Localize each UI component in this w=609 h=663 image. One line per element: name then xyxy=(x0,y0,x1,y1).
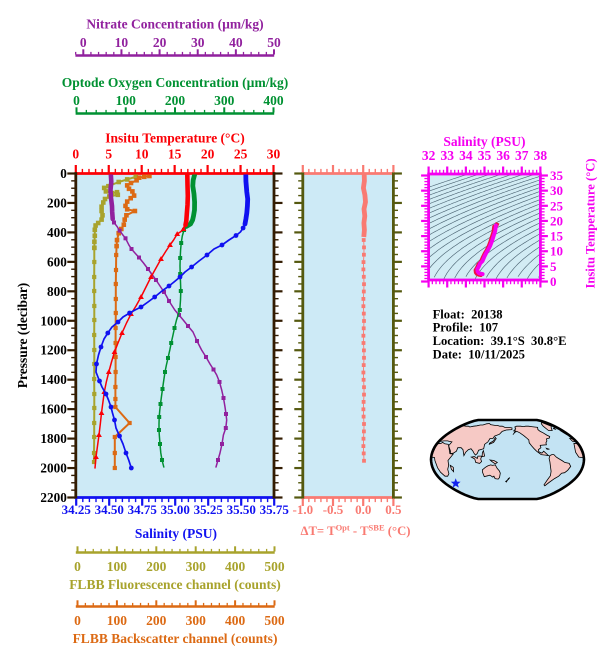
svg-text:25: 25 xyxy=(550,198,564,213)
svg-text:600: 600 xyxy=(47,254,67,269)
svg-text:0: 0 xyxy=(74,613,81,628)
svg-text:400: 400 xyxy=(47,225,67,240)
svg-text:10: 10 xyxy=(135,147,149,162)
svg-text:100: 100 xyxy=(107,559,128,574)
svg-text:Location: 39.1°S 30.8°E: Location: 39.1°S 30.8°E xyxy=(433,334,567,348)
svg-text:400: 400 xyxy=(225,613,246,628)
svg-text:400: 400 xyxy=(225,559,246,574)
svg-text:1400: 1400 xyxy=(40,372,67,387)
svg-text:FLBB Backscatter channel (coun: FLBB Backscatter channel (counts) xyxy=(73,631,278,646)
svg-text:30: 30 xyxy=(267,147,281,162)
svg-text:0: 0 xyxy=(80,35,87,50)
svg-text:35.00: 35.00 xyxy=(161,502,190,517)
svg-text:34: 34 xyxy=(459,148,473,163)
svg-text:FLBB Fluorescence channel (cou: FLBB Fluorescence channel (counts) xyxy=(69,577,281,592)
svg-text:300: 300 xyxy=(214,93,235,108)
svg-text:35.50: 35.50 xyxy=(227,502,256,517)
svg-text:2200: 2200 xyxy=(40,490,67,505)
svg-text:35: 35 xyxy=(478,148,492,163)
svg-text:ΔT= TOpt - TSBE (°C): ΔT= TOpt - TSBE (°C) xyxy=(301,523,411,539)
svg-text:400: 400 xyxy=(263,93,284,108)
svg-text:0: 0 xyxy=(60,166,67,181)
svg-text:200: 200 xyxy=(146,613,167,628)
svg-text:20: 20 xyxy=(201,147,215,162)
svg-text:1800: 1800 xyxy=(40,431,67,446)
svg-text:0: 0 xyxy=(73,93,80,108)
svg-text:35.75: 35.75 xyxy=(260,502,290,517)
svg-text:36: 36 xyxy=(496,148,510,163)
svg-text:5: 5 xyxy=(105,147,112,162)
svg-text:-1.0: -1.0 xyxy=(293,502,314,517)
svg-text:100: 100 xyxy=(107,613,128,628)
svg-text:300: 300 xyxy=(186,613,207,628)
svg-text:50: 50 xyxy=(267,35,281,50)
svg-text:100: 100 xyxy=(116,93,137,108)
svg-text:Salinity (PSU): Salinity (PSU) xyxy=(443,134,525,149)
svg-text:0: 0 xyxy=(72,147,79,162)
svg-text:300: 300 xyxy=(186,559,207,574)
svg-text:Optode Oxygen Concentration (µ: Optode Oxygen Concentration (µm/kg) xyxy=(62,75,288,90)
svg-text:200: 200 xyxy=(165,93,186,108)
svg-text:-0.5: -0.5 xyxy=(323,502,344,517)
svg-text:30: 30 xyxy=(191,35,205,50)
svg-text:500: 500 xyxy=(264,613,285,628)
svg-text:0: 0 xyxy=(74,559,81,574)
svg-text:Nitrate Concentration (µm/kg): Nitrate Concentration (µm/kg) xyxy=(86,17,263,32)
svg-text:1200: 1200 xyxy=(40,343,67,358)
svg-text:Insitu Temperature (°C): Insitu Temperature (°C) xyxy=(105,131,244,146)
svg-text:30: 30 xyxy=(550,183,563,198)
svg-text:35.25: 35.25 xyxy=(194,502,224,517)
svg-text:200: 200 xyxy=(146,559,167,574)
svg-text:500: 500 xyxy=(264,559,285,574)
svg-text:Insitu Temperature (°C): Insitu Temperature (°C) xyxy=(584,158,598,288)
svg-text:25: 25 xyxy=(234,147,248,162)
svg-text:Salinity (PSU): Salinity (PSU) xyxy=(135,526,217,541)
svg-text:1600: 1600 xyxy=(40,402,67,417)
svg-text:Date: 10/11/2025: Date: 10/11/2025 xyxy=(433,347,525,361)
svg-text:20: 20 xyxy=(153,35,167,50)
svg-text:0: 0 xyxy=(550,274,557,289)
svg-text:38: 38 xyxy=(534,148,548,163)
svg-text:Profile: 107: Profile: 107 xyxy=(433,321,499,335)
svg-text:40: 40 xyxy=(229,35,243,50)
svg-text:10: 10 xyxy=(550,244,563,259)
svg-text:15: 15 xyxy=(168,147,182,162)
svg-text:Pressure (decibar): Pressure (decibar) xyxy=(15,283,30,389)
svg-text:0.0: 0.0 xyxy=(355,502,371,517)
svg-text:34.25: 34.25 xyxy=(62,502,92,517)
svg-text:1000: 1000 xyxy=(40,313,67,328)
svg-text:35: 35 xyxy=(550,168,564,183)
svg-text:34.75: 34.75 xyxy=(128,502,158,517)
svg-text:33: 33 xyxy=(440,148,454,163)
svg-text:2000: 2000 xyxy=(40,461,67,476)
svg-text:34.50: 34.50 xyxy=(95,502,124,517)
svg-text:20: 20 xyxy=(550,213,563,228)
svg-text:200: 200 xyxy=(47,196,67,211)
svg-text:Float: 20138: Float: 20138 xyxy=(433,307,503,321)
svg-text:0.5: 0.5 xyxy=(385,502,402,517)
svg-text:10: 10 xyxy=(115,35,129,50)
svg-text:5: 5 xyxy=(550,259,557,274)
svg-text:37: 37 xyxy=(515,148,529,163)
svg-text:15: 15 xyxy=(550,229,564,244)
svg-text:32: 32 xyxy=(422,148,436,163)
svg-text:800: 800 xyxy=(47,284,67,299)
